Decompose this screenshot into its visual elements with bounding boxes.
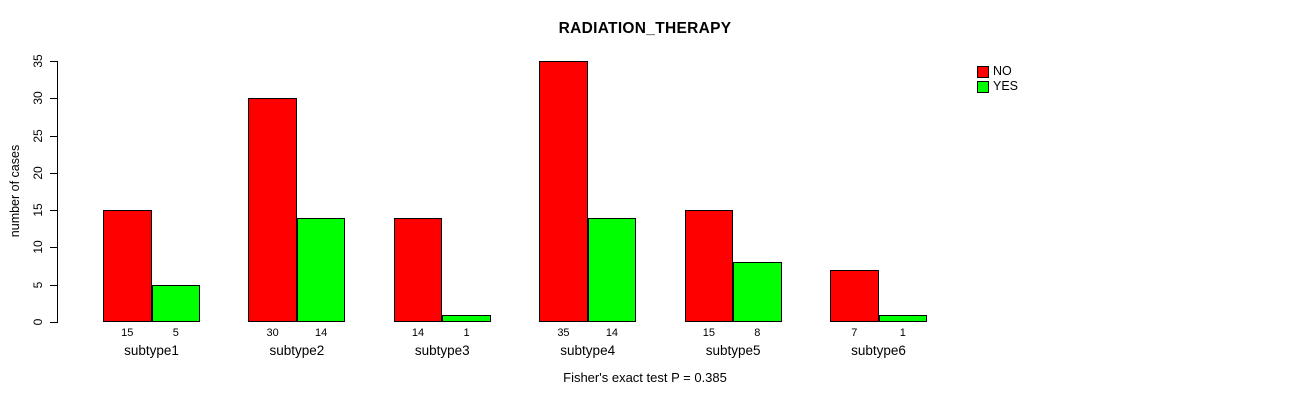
bar-subtype3-no (393, 218, 443, 322)
bar-value-subtype4-yes: 14 (605, 327, 619, 339)
legend-item-yes: YES (977, 80, 1018, 93)
y-tick-label: 30 (31, 91, 45, 105)
category-label-subtype5: subtype5 (705, 343, 761, 358)
legend-swatch-yes (977, 80, 989, 93)
legend-label-yes: YES (993, 79, 1019, 93)
y-tick-mark (50, 98, 57, 100)
bar-value-subtype4-no: 35 (557, 327, 570, 339)
y-tick-label: 5 (31, 281, 45, 289)
category-label-subtype6: subtype6 (851, 343, 906, 358)
bar-subtype6-yes (878, 315, 927, 322)
bar-value-subtype3-no: 14 (411, 327, 425, 339)
bar-value-subtype5-yes: 8 (754, 327, 761, 339)
y-tick-label: 15 (31, 203, 45, 217)
bar-subtype4-yes (587, 218, 637, 322)
y-tick-mark (50, 135, 57, 137)
category-label-subtype4: subtype4 (560, 343, 616, 358)
bar-subtype2-no (248, 98, 297, 322)
bar-subtype5-no (684, 210, 734, 322)
y-tick-mark (50, 210, 57, 212)
y-tick-label: 25 (31, 128, 45, 143)
bar-subtype1-yes (151, 285, 200, 322)
category-label-subtype2: subtype2 (269, 343, 325, 358)
annotation-fisher-test: Fisher's exact test P = 0.385 (563, 370, 727, 385)
bar-value-subtype5-no: 15 (702, 327, 715, 339)
y-tick-label: 35 (31, 54, 45, 68)
y-tick-label: 0 (31, 318, 45, 326)
y-tick-mark (50, 172, 57, 174)
y-tick-mark (50, 61, 57, 62)
y-tick-mark (50, 322, 57, 323)
y-tick-mark (50, 247, 57, 249)
bar-value-subtype6-yes: 1 (899, 327, 906, 339)
bar-value-subtype3-yes: 1 (463, 327, 470, 339)
bar-value-subtype6-no: 7 (851, 327, 858, 339)
bar-subtype2-yes (296, 218, 346, 322)
category-label-subtype1: subtype1 (124, 343, 179, 358)
bar-value-subtype2-yes: 14 (315, 327, 328, 339)
bar-value-subtype1-yes: 5 (172, 327, 179, 339)
y-tick-label: 10 (31, 240, 45, 255)
bar-subtype4-no (539, 61, 588, 322)
legend-label-no: NO (993, 64, 1012, 78)
y-axis-label: number of cases (8, 144, 22, 238)
bar-subtype3-yes (442, 315, 491, 322)
legend-swatch-no (977, 65, 989, 78)
bar-subtype5-yes (733, 262, 782, 322)
chart-title: RADIATION_THERAPY (558, 20, 732, 37)
bar-subtype6-no (830, 270, 879, 322)
y-tick-mark (50, 284, 57, 286)
legend-item-no: NO (977, 65, 1018, 78)
y-axis-line (57, 61, 58, 323)
category-label-subtype3: subtype3 (414, 343, 470, 358)
legend: NO YES (977, 65, 1018, 95)
bar-subtype1-no (103, 210, 152, 322)
bar-value-subtype2-no: 30 (266, 327, 279, 339)
y-tick-label: 20 (31, 166, 45, 180)
bar-value-subtype1-no: 15 (121, 327, 134, 339)
